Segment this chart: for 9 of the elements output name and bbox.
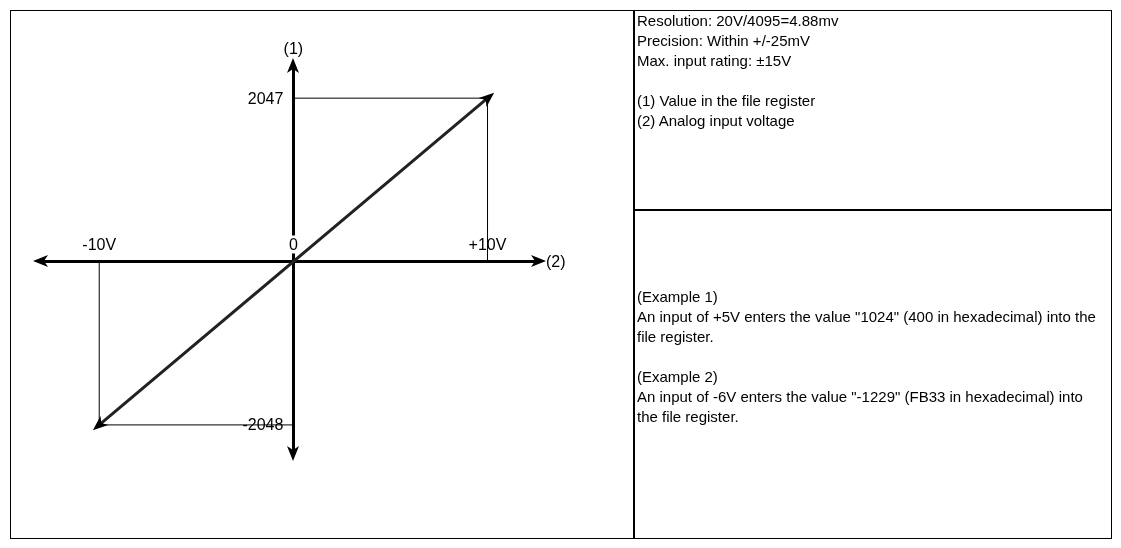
text: Resolution: 20V/4095=4.88mv Precision: Within +/-25mV Max. input rating: ±15V <box>636 11 840 71</box>
y-axis-title: (1) <box>283 39 304 57</box>
y-tick-label: 2047 <box>247 89 284 107</box>
x-axis-title: (2) <box>546 252 566 270</box>
x-tick-label: 0 <box>288 235 298 253</box>
text: (1) Value in the file register (2) Analog input voltage <box>636 91 817 131</box>
text: (Example 2) An input of -6V enters the value "-1229" (FB33 in hexadecimal) into the file register. <box>636 367 1084 427</box>
x-tick-label: -10V <box>82 235 117 253</box>
text: (Example 1) An input of +5V enters the value "1024" (400 in hexadecimal) into the file register. <box>636 287 1097 347</box>
